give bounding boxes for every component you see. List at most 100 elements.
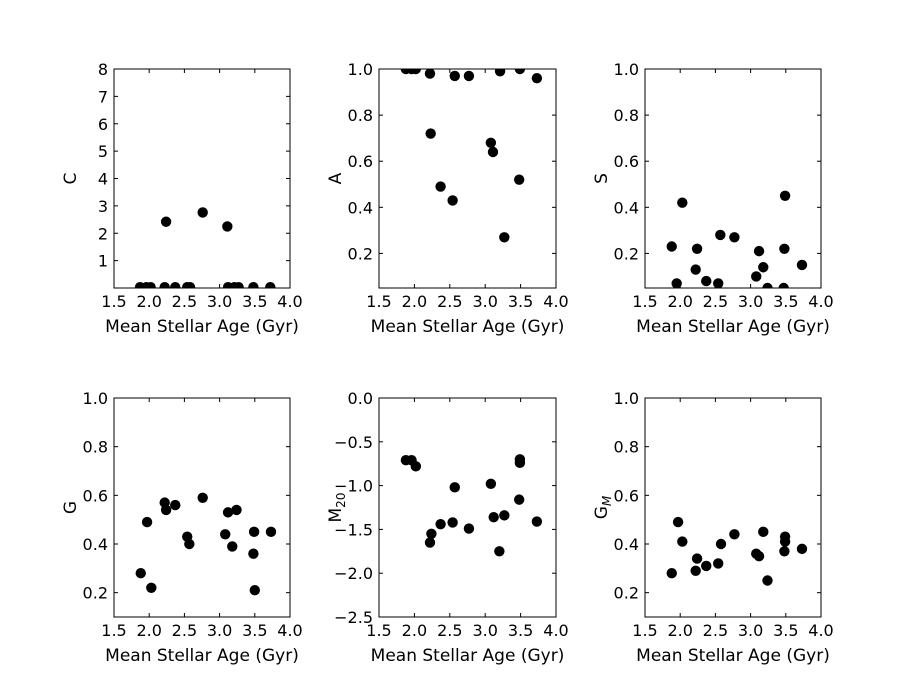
x-tick-label: 2.0 [136,292,161,311]
y-tick-label: 0.8 [614,438,639,457]
axes-frame [113,68,291,289]
x-tick-label: 3.0 [207,292,232,311]
data-point [184,538,195,550]
x-tick-label: 3.5 [508,292,533,311]
y-tick-label: 0.4 [614,198,639,217]
y-tick-label: 1.0 [83,389,108,408]
data-point [499,510,510,521]
data-points [134,207,276,288]
data-point [248,281,259,288]
y-tick-label: 0.6 [83,486,108,505]
data-point [677,536,688,547]
axes-frame [378,68,557,289]
y-axis-title: A [326,172,346,184]
x-axis-title: Mean Stellar Age (Gyr) [371,317,565,337]
data-point [701,275,712,287]
panel-gini: 1.5 2.0 2.5 3.0 3.5 4.0 0.2 0.4 0.6 0.8 1.0 Mean St… [61,389,303,666]
data-point [184,281,196,288]
data-point [762,282,773,288]
y-tick-label: 0.8 [614,106,639,125]
data-point [531,516,543,527]
panel-concentration: 1.5 2.0 2.5 3.0 3.5 4.0 1 2 3 4 5 6 7 8 Mean Stellar A… [61,60,303,337]
y-tick-label: 0.6 [348,152,373,171]
data-point [494,69,506,77]
x-tick-label: 1.5 [632,621,657,640]
y-tick-label: 0.2 [348,244,373,263]
x-tick-label: 3.0 [207,621,232,640]
y-tick-label: 0.8 [348,106,373,125]
data-point [690,264,701,275]
data-point [796,543,808,555]
axes-frame [113,397,291,618]
x-tick-label: 4.0 [277,621,302,640]
data-points [666,190,808,288]
data-point [435,518,446,530]
data-point [435,181,446,192]
data-point [248,526,260,538]
x-tick-label: 3.0 [738,292,763,311]
y-axis-title: S [592,173,612,184]
data-point [265,526,277,538]
data-point [514,69,526,75]
data-point [513,174,525,185]
data-point [141,516,153,528]
data-point [672,516,684,528]
y-tick-label: 2 [98,224,108,243]
data-point [485,478,497,490]
data-point [487,146,499,158]
data-point [531,73,543,84]
x-tick-label: 4.0 [543,292,568,311]
data-point [170,499,181,511]
x-tick-label: 3.0 [472,292,497,311]
x-tick-label: 2.5 [437,292,462,311]
data-point [222,221,233,232]
y-tick-label: 0.2 [83,584,108,603]
y-tick-label: 0.0 [348,389,373,408]
y-axis-title: M20 [326,493,348,523]
y-tick-label: 0.4 [614,535,639,554]
y-tick-label: −0.5 [334,433,373,452]
data-point [160,216,172,227]
data-point [220,529,231,540]
y-tick-label: 0.6 [614,486,639,505]
x-axis-title: Mean Stellar Age (Gyr) [371,646,565,666]
data-point [449,70,460,82]
data-point [666,568,677,579]
x-axis-title: Mean Stellar Age (Gyr) [636,317,830,337]
x-tick-label: 2.5 [703,621,728,640]
y-tick-label: 5 [98,142,108,161]
data-point [677,197,688,208]
y-tick-label: 0.4 [83,535,108,554]
data-point [197,492,208,503]
data-point [449,482,460,493]
data-point [758,262,769,273]
y-axis-title: GM [592,495,614,519]
x-tick-label: 3.5 [508,621,533,640]
data-point [425,128,436,139]
data-point [249,585,260,596]
data-point [135,568,146,579]
y-tick-label: 1.0 [614,389,639,408]
data-point [265,281,276,288]
data-point [715,229,726,241]
data-point [463,70,475,82]
data-point [410,69,422,75]
y-tick-label: 8 [98,60,108,79]
data-point [779,536,791,547]
axes-frame [644,397,822,618]
data-point [729,529,740,540]
data-point [671,278,682,288]
y-tick-label: 3 [98,197,108,216]
data-point [426,528,437,539]
x-tick-label: 3.5 [242,292,267,311]
data-point [513,494,525,505]
axes-frame [378,397,557,618]
x-tick-label: 2.0 [667,292,692,311]
data-point [691,553,703,564]
panel-m20: 1.5 2.0 2.5 3.0 3.5 4.0 −2.5 −2.0 −1.5 −1.0 −0.5 0.… [326,389,569,666]
data-point [779,190,791,201]
x-tick-label: 4.0 [808,292,833,311]
data-point [146,582,157,593]
y-tick-label: 0.6 [614,152,639,171]
x-tick-label: 4.0 [277,292,302,311]
